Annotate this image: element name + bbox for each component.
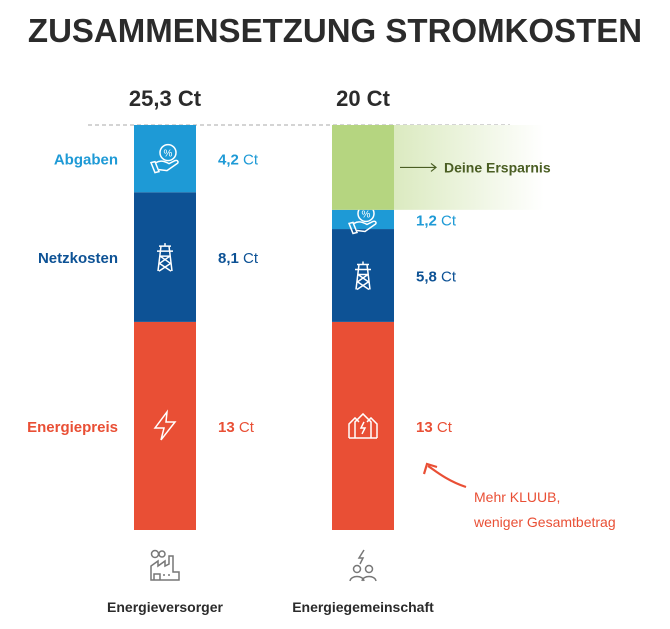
series-label-netzkosten: Netzkosten bbox=[38, 250, 118, 267]
category-label: Energieversorger bbox=[107, 599, 223, 615]
power-pylon-icon bbox=[157, 243, 173, 272]
annotation-line-2: weniger Gesamtbetrag bbox=[473, 514, 616, 530]
value-label-netzkosten: 5,8 Ct bbox=[416, 268, 457, 285]
value-label-energiepreis: 13 Ct bbox=[218, 419, 255, 436]
arrow-head-icon bbox=[422, 462, 438, 475]
lightning-icon bbox=[153, 409, 177, 441]
hand-percent-icon: % bbox=[149, 143, 179, 174]
chart-title: ZUSAMMENSETZUNG STROMKOSTEN bbox=[28, 12, 642, 49]
series-label-abgaben: Abgaben bbox=[54, 152, 118, 169]
bar-segment-netzkosten bbox=[332, 229, 394, 322]
bar-segment-netzkosten bbox=[134, 192, 196, 322]
factory-icon bbox=[150, 549, 180, 581]
total-label: 25,3 Ct bbox=[129, 86, 202, 111]
value-label-energiepreis: 13 Ct bbox=[416, 419, 453, 436]
arrow-right-icon bbox=[400, 162, 437, 172]
bar-segment-energiepreis bbox=[134, 321, 196, 530]
category-label: Energiegemeinschaft bbox=[292, 599, 434, 615]
community-houses-icon bbox=[348, 412, 378, 439]
value-label-netzkosten: 8,1 Ct bbox=[218, 250, 259, 267]
value-label-abgaben: 1,2 Ct bbox=[416, 212, 457, 229]
bar-segment-abgaben bbox=[332, 209, 394, 230]
bar-segment-energiepreis bbox=[332, 321, 394, 530]
people-energy-icon bbox=[349, 549, 377, 582]
curved-arrow-icon bbox=[427, 465, 467, 489]
annotation-line-1: Mehr KLUUB, bbox=[474, 489, 560, 505]
svg-text:%: % bbox=[164, 149, 173, 160]
value-label-abgaben: 4,2 Ct bbox=[218, 152, 259, 169]
svg-text:%: % bbox=[362, 209, 371, 220]
savings-label: Deine Ersparnis bbox=[444, 159, 551, 175]
bar-segment-savings bbox=[332, 125, 394, 210]
bar-segment-abgaben bbox=[134, 125, 196, 193]
series-label-energiepreis: Energiepreis bbox=[27, 419, 118, 436]
total-label: 20 Ct bbox=[336, 86, 390, 111]
power-pylon-icon bbox=[355, 261, 371, 291]
